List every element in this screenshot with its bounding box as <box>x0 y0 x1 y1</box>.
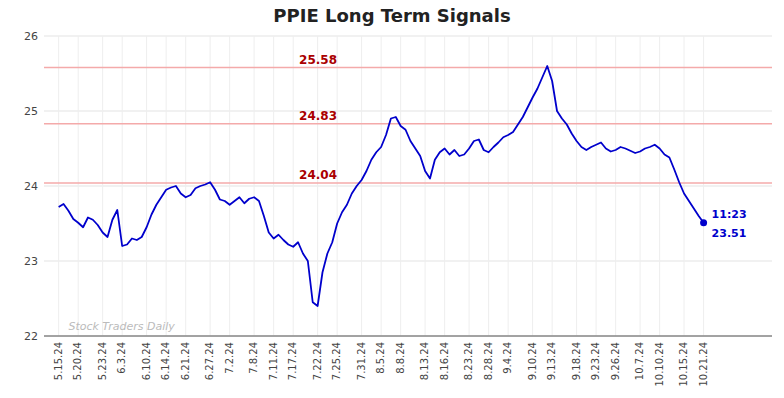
y-tick-label: 22 <box>24 330 38 343</box>
x-grid-line <box>684 36 685 336</box>
x-grid-line <box>640 36 641 336</box>
x-axis-line <box>44 336 772 337</box>
y-tick-label: 24 <box>24 180 38 193</box>
plot-area <box>44 66 772 306</box>
grid <box>44 36 772 336</box>
x-grid-line <box>254 36 255 336</box>
y-grid-line <box>44 186 772 187</box>
x-tick-label: 9.23.24 <box>590 342 601 380</box>
price-line <box>59 66 704 306</box>
x-grid-line <box>659 36 660 336</box>
x-tick-label: 6.21.24 <box>180 342 191 380</box>
x-tick-label: 6.27.24 <box>204 342 215 380</box>
x-tick-label: 8.16.24 <box>439 342 450 380</box>
y-tick-label: 25 <box>24 105 38 118</box>
x-grid-line <box>146 36 147 336</box>
y-grid-line <box>44 336 772 337</box>
x-grid-line <box>229 36 230 336</box>
x-grid-line <box>317 36 318 336</box>
x-grid-line <box>210 36 211 336</box>
x-grid-line <box>122 36 123 336</box>
x-grid-line <box>78 36 79 336</box>
watermark: Stock Traders Daily <box>68 320 175 333</box>
signal-line <box>44 182 772 184</box>
x-tick-label: 7.2.24 <box>224 342 235 374</box>
last-value-label: 23.51 <box>712 227 747 240</box>
x-tick-label: 8.23.24 <box>463 342 474 380</box>
x-tick-label: 10.21.24 <box>698 342 709 387</box>
x-grid-line <box>400 36 401 336</box>
x-grid-line <box>488 36 489 336</box>
x-grid-line <box>102 36 103 336</box>
x-grid-line <box>166 36 167 336</box>
x-tick-label: 8.8.24 <box>395 342 406 374</box>
y-tick-label: 26 <box>24 30 38 43</box>
x-grid-line <box>185 36 186 336</box>
y-grid-line <box>44 111 772 112</box>
signal-line <box>44 67 772 69</box>
x-tick-label: 10.15.24 <box>678 342 689 387</box>
x-tick-label: 9.18.24 <box>571 342 582 380</box>
signal-label: 24.83 <box>299 109 337 123</box>
x-tick-label: 6.10.24 <box>141 342 152 380</box>
x-tick-label: 7.11.24 <box>268 342 279 380</box>
x-tick-label: 7.8.24 <box>248 342 259 374</box>
y-grid-line <box>44 36 772 37</box>
x-tick-label: 5.20.24 <box>72 342 83 380</box>
x-tick-label: 9.26.24 <box>610 342 621 380</box>
x-grid-line <box>508 36 509 336</box>
x-tick-label: 7.25.24 <box>331 342 342 380</box>
x-grid-line <box>293 36 294 336</box>
x-grid-line <box>444 36 445 336</box>
x-grid-line <box>596 36 597 336</box>
signal-label: 25.58 <box>299 53 337 67</box>
signal-line <box>44 123 772 125</box>
title: PPIE Long Term Signals <box>273 5 510 26</box>
x-grid-line <box>381 36 382 336</box>
x-grid-line <box>58 36 59 336</box>
x-grid-line <box>532 36 533 336</box>
x-tick-label: 7.22.24 <box>312 342 323 380</box>
x-grid-line <box>425 36 426 336</box>
x-grid-line <box>273 36 274 336</box>
x-grid-line <box>615 36 616 336</box>
x-tick-label: 9.13.24 <box>546 342 557 380</box>
x-grid-line <box>576 36 577 336</box>
x-tick-label: 10.10.24 <box>654 342 665 387</box>
x-tick-label: 8.28.24 <box>483 342 494 380</box>
x-tick-label: 6.3.24 <box>116 342 127 374</box>
last-time-label: 11:23 <box>712 208 747 221</box>
x-tick-label: 10.7.24 <box>634 342 645 380</box>
x-tick-label: 7.17.24 <box>287 342 298 380</box>
x-tick-label: 5.23.24 <box>97 342 108 380</box>
x-grid-line <box>361 36 362 336</box>
x-grid-line <box>337 36 338 336</box>
x-grid-line <box>469 36 470 336</box>
x-tick-label: 5.15.24 <box>53 342 64 380</box>
chart: 22 23 24 25 26 5.15.24 5.20.24 5.23.24 6.3.24 6.1… <box>0 0 784 398</box>
x-tick-label: 9.4.24 <box>502 342 513 374</box>
y-grid-line <box>44 261 772 262</box>
signal-label: 24.04 <box>299 168 337 182</box>
x-tick-label: 8.5.24 <box>375 342 386 374</box>
x-tick-label: 6.14.24 <box>160 342 171 380</box>
y-tick-label: 23 <box>24 255 38 268</box>
x-grid-line <box>703 36 704 336</box>
x-tick-label: 7.31.24 <box>356 342 367 380</box>
last-point <box>700 219 707 226</box>
x-tick-label: 9.10.24 <box>527 342 538 380</box>
x-tick-label: 8.13.24 <box>419 342 430 380</box>
